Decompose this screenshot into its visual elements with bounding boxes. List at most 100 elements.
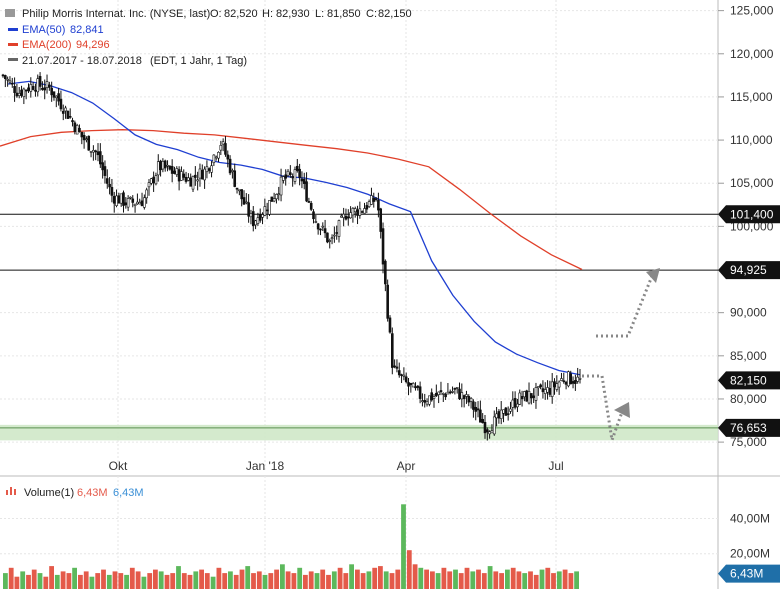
candle-body: [245, 201, 248, 204]
candle-body: [409, 382, 413, 386]
candle-body: [534, 387, 538, 401]
candle-body: [490, 430, 494, 434]
candle-body: [265, 209, 269, 212]
candle-body: [17, 93, 21, 96]
candle-body: [258, 214, 262, 221]
candle-body: [15, 92, 19, 97]
price-tick-label: 125,000: [730, 4, 774, 18]
volume-bar: [424, 569, 429, 589]
volume-bar: [355, 569, 360, 589]
volume-bar: [245, 566, 251, 589]
candle-body: [418, 386, 422, 399]
candle-body: [323, 228, 327, 234]
candle-body: [94, 150, 97, 153]
candle-body: [293, 169, 297, 182]
candle-body: [117, 195, 121, 204]
candle-body: [254, 220, 257, 226]
candle-body: [546, 387, 549, 393]
candle-body: [80, 131, 84, 138]
candle-body: [277, 193, 281, 195]
candle-body: [367, 201, 371, 207]
candle-body: [156, 161, 160, 176]
candle-body: [495, 413, 498, 419]
candle-body: [428, 395, 431, 405]
candle-body: [221, 141, 225, 145]
chart-header: Philip Morris Internat. Inc. (NYSE, last…: [5, 8, 412, 67]
candle-body: [36, 78, 40, 93]
volume-bar: [303, 574, 308, 589]
candle-body: [536, 386, 540, 389]
resistance-tag-101-bg: [718, 205, 780, 224]
candle-body: [224, 143, 227, 155]
time-tick-label: Apr: [397, 459, 416, 473]
candle-body: [159, 160, 162, 171]
candle-body: [476, 408, 480, 411]
volume-tick-label: 20,00M: [730, 547, 770, 561]
volume-bar: [505, 569, 510, 589]
candle-body: [210, 165, 213, 173]
volume-bar: [95, 573, 101, 589]
ohlc-close-value: 82,150: [378, 8, 412, 20]
candle-body: [217, 151, 220, 159]
ema50-swatch: [8, 28, 18, 31]
candle-body: [307, 201, 311, 203]
candle-body: [189, 177, 192, 187]
candle-body: [78, 127, 81, 132]
volume-legend-value-blue: 6,43M: [113, 487, 144, 499]
ema200-line: [0, 129, 583, 271]
support-zone: [0, 424, 718, 441]
volume-tick-label: 40,00M: [730, 511, 770, 525]
candle-body: [319, 228, 322, 231]
candle-body: [242, 197, 246, 205]
candle-body: [251, 211, 255, 227]
volume-bar: [164, 574, 170, 589]
volume-bar: [72, 567, 77, 589]
candle-body: [421, 400, 424, 403]
candle-body: [335, 232, 338, 234]
resistance-tag-94: 94,925: [730, 263, 767, 277]
candle-body: [214, 156, 218, 159]
candle-body: [180, 171, 183, 181]
volume-bar: [193, 571, 199, 589]
candle-body: [539, 384, 542, 388]
volume-legend: Volume(1) 6,43M 6,43M: [6, 487, 144, 499]
candle-body: [240, 189, 243, 200]
candle-body: [29, 84, 33, 92]
volume-bar: [320, 569, 326, 589]
candle-body: [430, 392, 433, 401]
candle-body: [256, 217, 260, 224]
candle-body: [184, 177, 188, 182]
candle-body: [532, 395, 535, 398]
candle-body: [564, 381, 568, 385]
candle-body: [57, 93, 60, 102]
volume-bar: [26, 574, 31, 589]
candle-body: [131, 198, 135, 203]
volume-bar: [343, 573, 349, 589]
ema200-line-layer: [0, 129, 583, 271]
menu-icon[interactable]: [5, 9, 15, 17]
candle-body: [527, 391, 531, 404]
candle-body: [52, 91, 56, 98]
volume-bar: [481, 573, 487, 589]
volume-bar: [574, 571, 579, 589]
candle-body: [300, 178, 304, 182]
volume-bar: [135, 571, 141, 589]
candle-body: [38, 76, 42, 87]
candle-body: [143, 197, 146, 208]
volume-bar: [453, 569, 458, 589]
candle-body: [228, 158, 232, 174]
candle-body: [166, 164, 169, 167]
volume-bar: [268, 573, 274, 589]
ema200-legend-label: EMA(200): [22, 39, 72, 51]
volume-bar: [545, 567, 551, 589]
candle-body: [513, 398, 517, 408]
volume-last-tag-bg: [718, 564, 780, 583]
candle-body: [314, 221, 318, 223]
candle-body: [518, 392, 522, 405]
volume-bar: [441, 567, 447, 589]
candle-body: [474, 406, 478, 412]
price-tick-label: 75,000: [730, 435, 767, 449]
candle-body: [119, 193, 123, 204]
volume-bar: [285, 571, 291, 589]
candle-body: [446, 391, 450, 395]
